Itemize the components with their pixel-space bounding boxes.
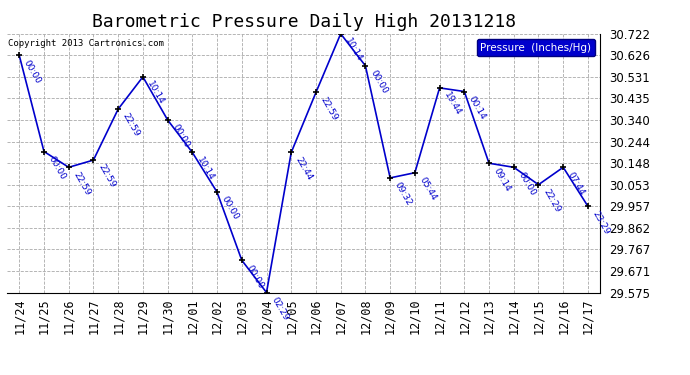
Text: 09:14: 09:14 xyxy=(492,166,513,193)
Text: 07:44: 07:44 xyxy=(566,170,586,197)
Text: 00:00: 00:00 xyxy=(244,263,265,290)
Text: 10:14: 10:14 xyxy=(146,80,166,106)
Text: 00:00: 00:00 xyxy=(517,170,538,197)
Text: 00:00: 00:00 xyxy=(170,123,191,150)
Text: 00:00: 00:00 xyxy=(220,195,241,222)
Text: 05:44: 05:44 xyxy=(417,176,438,202)
Text: 22:44: 22:44 xyxy=(294,155,315,182)
Text: 10:14: 10:14 xyxy=(344,36,364,63)
Text: 00:00: 00:00 xyxy=(47,154,68,181)
Legend: Pressure  (Inches/Hg): Pressure (Inches/Hg) xyxy=(477,39,595,56)
Text: 00:14: 00:14 xyxy=(467,94,488,121)
Title: Barometric Pressure Daily High 20131218: Barometric Pressure Daily High 20131218 xyxy=(92,13,515,31)
Text: 19:44: 19:44 xyxy=(442,91,463,117)
Text: 02:29: 02:29 xyxy=(269,295,290,322)
Text: 22:59: 22:59 xyxy=(96,163,117,189)
Text: 09:32: 09:32 xyxy=(393,181,413,207)
Text: 22:59: 22:59 xyxy=(72,170,92,197)
Text: 22:59: 22:59 xyxy=(121,112,141,139)
Text: 10:14: 10:14 xyxy=(195,155,216,182)
Text: 00:00: 00:00 xyxy=(368,69,389,96)
Text: Copyright 2013 Cartronics.com: Copyright 2013 Cartronics.com xyxy=(8,39,164,48)
Text: 22:29: 22:29 xyxy=(541,188,562,214)
Text: 22:59: 22:59 xyxy=(319,95,339,122)
Text: 00:00: 00:00 xyxy=(22,58,43,85)
Text: 23:29: 23:29 xyxy=(591,209,611,236)
